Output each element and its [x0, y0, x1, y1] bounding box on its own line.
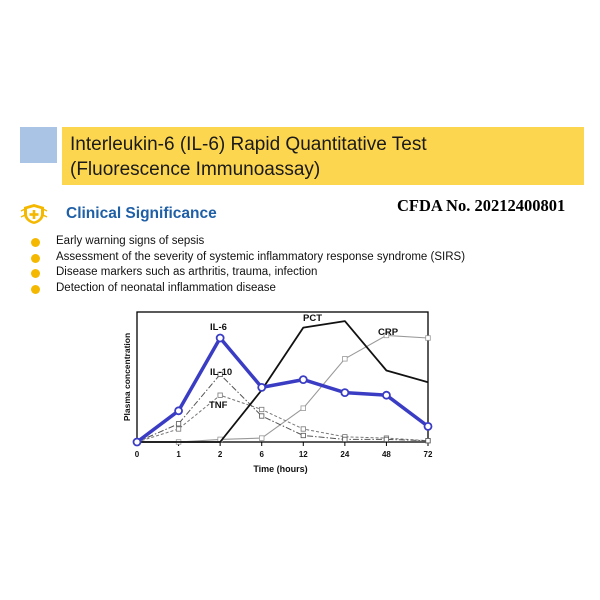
data-point-il-10: [425, 438, 431, 444]
title-line-2: (Fluorescence Immunoassay): [70, 159, 321, 180]
data-point-il-6: [174, 406, 183, 416]
bullet-dot: [31, 284, 40, 294]
series-line-il-10: [136, 373, 429, 443]
data-point-il-10: [342, 436, 348, 442]
data-point-il-6: [132, 437, 142, 447]
data-point-tnf: [300, 426, 306, 432]
x-tick-label: 48: [382, 450, 391, 459]
data-point-il-10: [300, 432, 306, 439]
data-point-il-6: [423, 422, 433, 431]
data-point-crp: [300, 405, 306, 411]
series-line-pct: [137, 320, 429, 443]
data-point-il-10: [217, 371, 223, 377]
bullet-dot: [31, 269, 40, 278]
data-point-il-6: [382, 390, 391, 400]
series-line-tnf: [136, 394, 429, 443]
data-point-il-10: [383, 436, 390, 442]
bullet-text: Disease markers such as arthritis, traum…: [56, 266, 318, 278]
series-label-pct: PCT: [303, 313, 322, 324]
x-axis-label: Time (hours): [253, 464, 307, 474]
data-point-il-6: [257, 383, 267, 392]
data-point-il-10: [175, 421, 182, 427]
bullet-item: Disease markers such as arthritis, traum…: [31, 265, 465, 281]
plot-frame: [136, 311, 429, 443]
bullet-text: Detection of neonatal inflammation disea…: [56, 281, 276, 294]
data-point-crp: [425, 335, 431, 341]
bullet-dot: [31, 253, 40, 263]
series-line-il-6: [135, 336, 430, 444]
data-point-crp: [259, 435, 265, 441]
data-point-tnf: [175, 426, 182, 432]
section-title: Clinical Significance: [66, 205, 217, 222]
data-point-tnf: [259, 406, 265, 413]
bullet-item: Early warning signs of sepsis: [31, 234, 465, 250]
data-point-tnf: [217, 392, 223, 398]
x-tick-label: 12: [299, 450, 308, 459]
data-point-crp: [383, 332, 390, 339]
data-point-il-6: [340, 388, 350, 397]
bullet-list: Early warning signs of sepsis Assessment…: [31, 234, 465, 296]
bullet-item: Assessment of the severity of systemic i…: [31, 250, 465, 266]
series-label-tnf: TNF: [209, 400, 228, 411]
x-tick-label: 6: [259, 450, 264, 459]
data-point-crp: [342, 356, 348, 362]
bullet-text: Early warning signs of sepsis: [56, 235, 205, 247]
data-point-il-6: [298, 375, 308, 384]
cfda-number: CFDA No. 20212400801: [397, 196, 566, 215]
bullet-item: Detection of neonatal inflammation disea…: [31, 281, 465, 297]
y-axis-label: Plasma concentration: [122, 333, 132, 421]
title-line-1: Interleukin-6 (IL-6) Rapid Quantitative …: [70, 134, 427, 155]
x-tick-label: 1: [176, 450, 181, 459]
header-accent-square: [20, 127, 57, 163]
series-label-il-10: IL-10: [210, 367, 232, 378]
x-tick-label: 24: [340, 450, 349, 459]
x-tick-label: 2: [218, 450, 223, 459]
title-banner: Interleukin-6 (IL-6) Rapid Quantitative …: [62, 127, 584, 185]
bullet-text: Assessment of the severity of systemic i…: [56, 250, 466, 263]
data-point-il-10: [259, 413, 265, 419]
shield-plus-icon: [20, 204, 48, 224]
x-tick-label: 0: [135, 450, 140, 459]
data-point-il-6: [215, 333, 225, 343]
series-label-il-6: IL-6: [210, 322, 227, 333]
x-tick-label: 72: [424, 450, 433, 459]
bullet-dot: [31, 238, 40, 247]
series-label-crp: CRP: [378, 327, 399, 338]
